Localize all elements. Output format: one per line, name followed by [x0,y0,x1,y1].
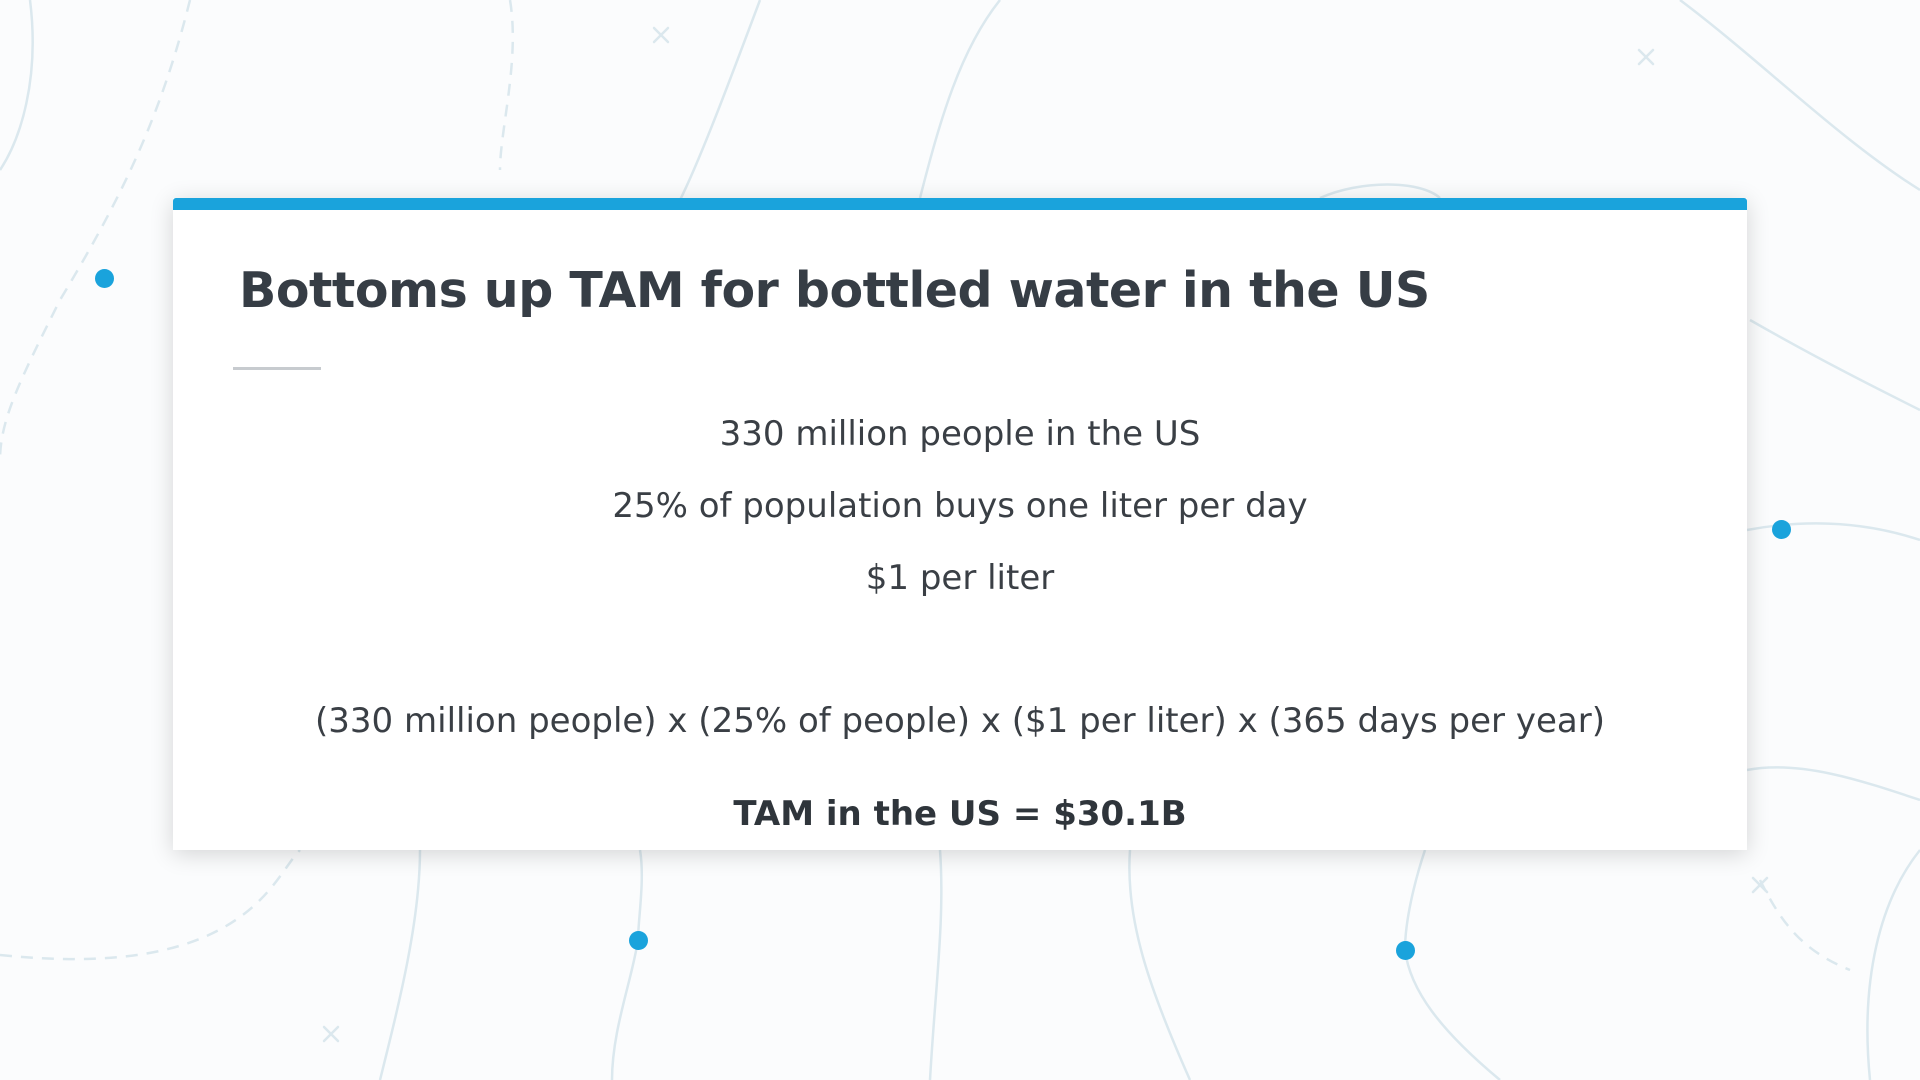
content-card: Bottoms up TAM for bottled water in the … [173,198,1747,850]
assumption-population: 330 million people in the US [719,414,1201,454]
assumption-adoption: 25% of population buys one liter per day [612,486,1308,526]
formula-line: (330 million people) x (25% of people) x… [315,701,1605,741]
decorative-dot [629,931,648,950]
assumption-price: $1 per liter [865,558,1055,598]
decorative-dot [1396,941,1415,960]
decorative-dot [95,269,114,288]
decorative-dot [1772,520,1791,539]
card-accent-bar [173,198,1747,210]
slide-title: Bottoms up TAM for bottled water in the … [239,262,1430,319]
title-divider [233,367,321,370]
tam-result: TAM in the US = $30.1B [733,794,1187,834]
